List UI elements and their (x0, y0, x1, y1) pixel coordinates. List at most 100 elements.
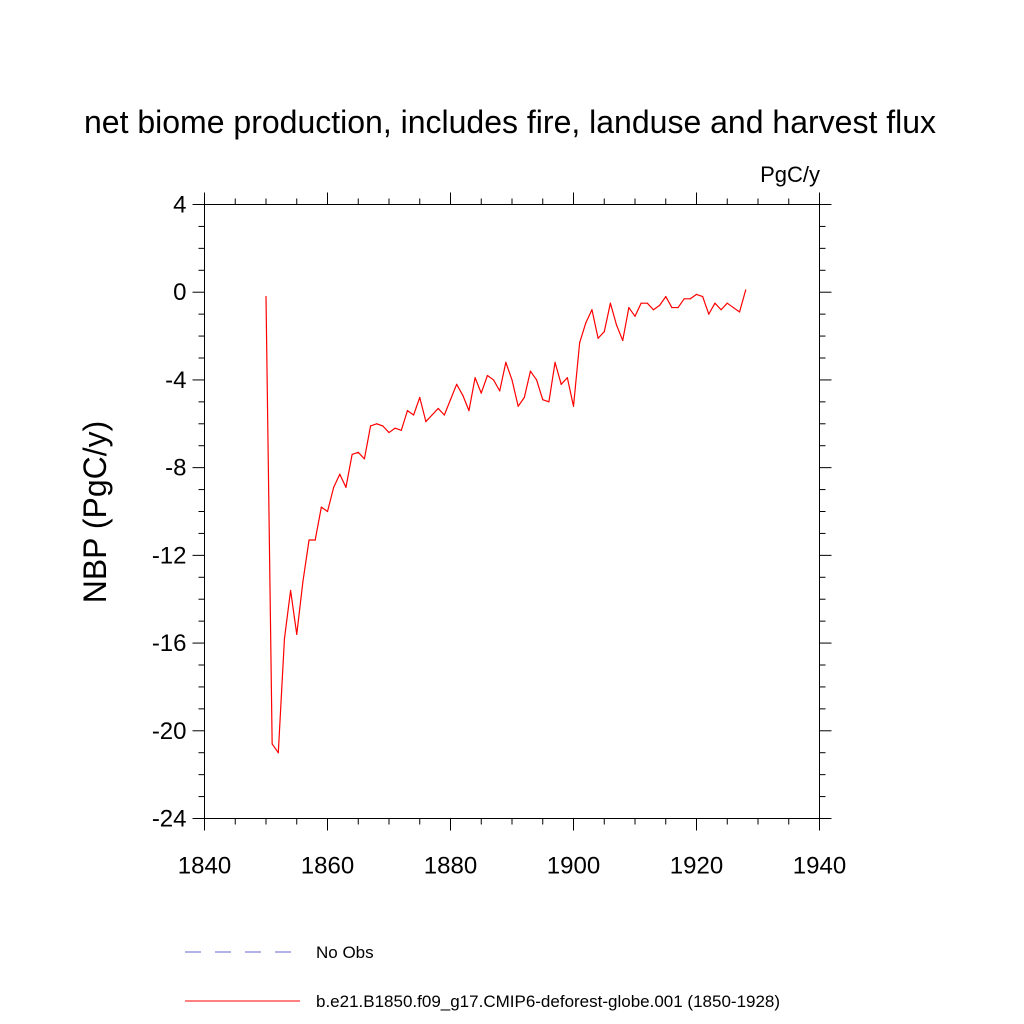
data-point (560, 383, 562, 385)
data-point (308, 539, 310, 541)
data-point (628, 306, 630, 309)
units-label: PgC/y (760, 162, 820, 187)
data-point (486, 374, 488, 377)
data-point (591, 309, 593, 311)
data-point (388, 431, 390, 434)
y-tick-label: -4 (165, 367, 186, 394)
data-point (468, 410, 470, 412)
data-point (640, 302, 642, 304)
data-point (702, 296, 704, 298)
data-point (499, 390, 501, 392)
data-point (695, 293, 698, 296)
data-point (646, 302, 648, 304)
data-point (400, 429, 402, 431)
data-point (720, 309, 722, 311)
series-layer (265, 289, 747, 754)
data-point (726, 302, 728, 304)
data-point (492, 379, 495, 381)
data-point (523, 396, 525, 399)
data-point (615, 324, 618, 326)
data-point (351, 453, 353, 456)
data-point (394, 427, 396, 429)
y-axis: 4 0 -4 -8 -12 -16 -20 -24 (152, 192, 832, 833)
data-point (579, 342, 581, 344)
data-point (542, 399, 544, 401)
x-axis: 1840 1860 1880 1900 1920 1940 (178, 192, 846, 880)
data-point (659, 304, 661, 306)
data-point (376, 423, 378, 425)
legend-label-0: No Obs (316, 943, 374, 962)
data-point (431, 414, 433, 416)
data-point (677, 306, 679, 309)
data-point (572, 405, 575, 407)
data-point (425, 420, 427, 423)
data-point (413, 414, 415, 416)
x-tick-label: 1880 (424, 853, 477, 880)
y-tick-label: -24 (152, 806, 187, 833)
data-point (683, 298, 685, 300)
data-point (382, 425, 384, 427)
data-point (529, 370, 532, 372)
data-point (302, 581, 304, 583)
data-point (609, 302, 612, 304)
data-point (505, 361, 507, 363)
data-point (406, 410, 409, 412)
data-point (296, 633, 298, 635)
y-tick-label: -20 (152, 718, 187, 745)
data-point (536, 379, 538, 381)
data-point (548, 401, 550, 403)
data-point (363, 458, 365, 460)
x-tick-label: 1920 (670, 853, 723, 880)
data-point (517, 405, 519, 407)
plot-frame (204, 204, 820, 819)
data-point (566, 377, 568, 379)
data-point (290, 589, 292, 592)
x-tick-label: 1940 (793, 853, 846, 880)
data-point (511, 379, 513, 381)
data-point (689, 298, 691, 300)
y-tick-label: -8 (165, 455, 186, 482)
data-point (333, 486, 335, 488)
data-point (320, 506, 322, 508)
legend: No Obs b.e21.B1850.f09_g17.CMIP6-deforest… (185, 943, 780, 1011)
data-point (652, 309, 655, 311)
data-point (437, 407, 439, 410)
chart-title: net biome production, includes fire, lan… (84, 104, 936, 140)
data-point (326, 510, 329, 513)
x-tick-label: 1900 (547, 853, 600, 880)
y-tick-label: 0 (173, 279, 186, 306)
data-point (732, 306, 735, 309)
data-point (456, 383, 458, 385)
data-point (357, 451, 359, 453)
x-tick-label: 1840 (178, 853, 231, 880)
data-point (708, 313, 710, 315)
data-point (314, 539, 316, 541)
data-point (554, 361, 556, 363)
data-point (474, 377, 476, 379)
y-tick-label: -12 (152, 542, 187, 569)
data-point (339, 473, 341, 475)
data-point (283, 638, 286, 640)
y-tick-label: 4 (173, 192, 186, 219)
data-point (634, 315, 636, 317)
data-point (277, 752, 279, 754)
data-point (622, 339, 624, 342)
legend-label-1: b.e21.B1850.f09_g17.CMIP6-deforest-globe… (316, 992, 780, 1011)
data-point (665, 296, 667, 298)
data-point (369, 425, 372, 427)
y-axis-label: NBP (PgC/y) (77, 421, 113, 604)
y-tick-label: -16 (152, 630, 187, 657)
data-point (738, 311, 741, 313)
series-line-1 (265, 289, 747, 754)
data-point (480, 392, 482, 394)
data-point (714, 302, 716, 304)
data-point (449, 399, 452, 401)
data-point (443, 414, 445, 416)
data-point (462, 394, 464, 396)
data-point (271, 743, 273, 745)
data-point (603, 331, 605, 333)
data-point (265, 296, 267, 298)
data-point (345, 486, 347, 488)
